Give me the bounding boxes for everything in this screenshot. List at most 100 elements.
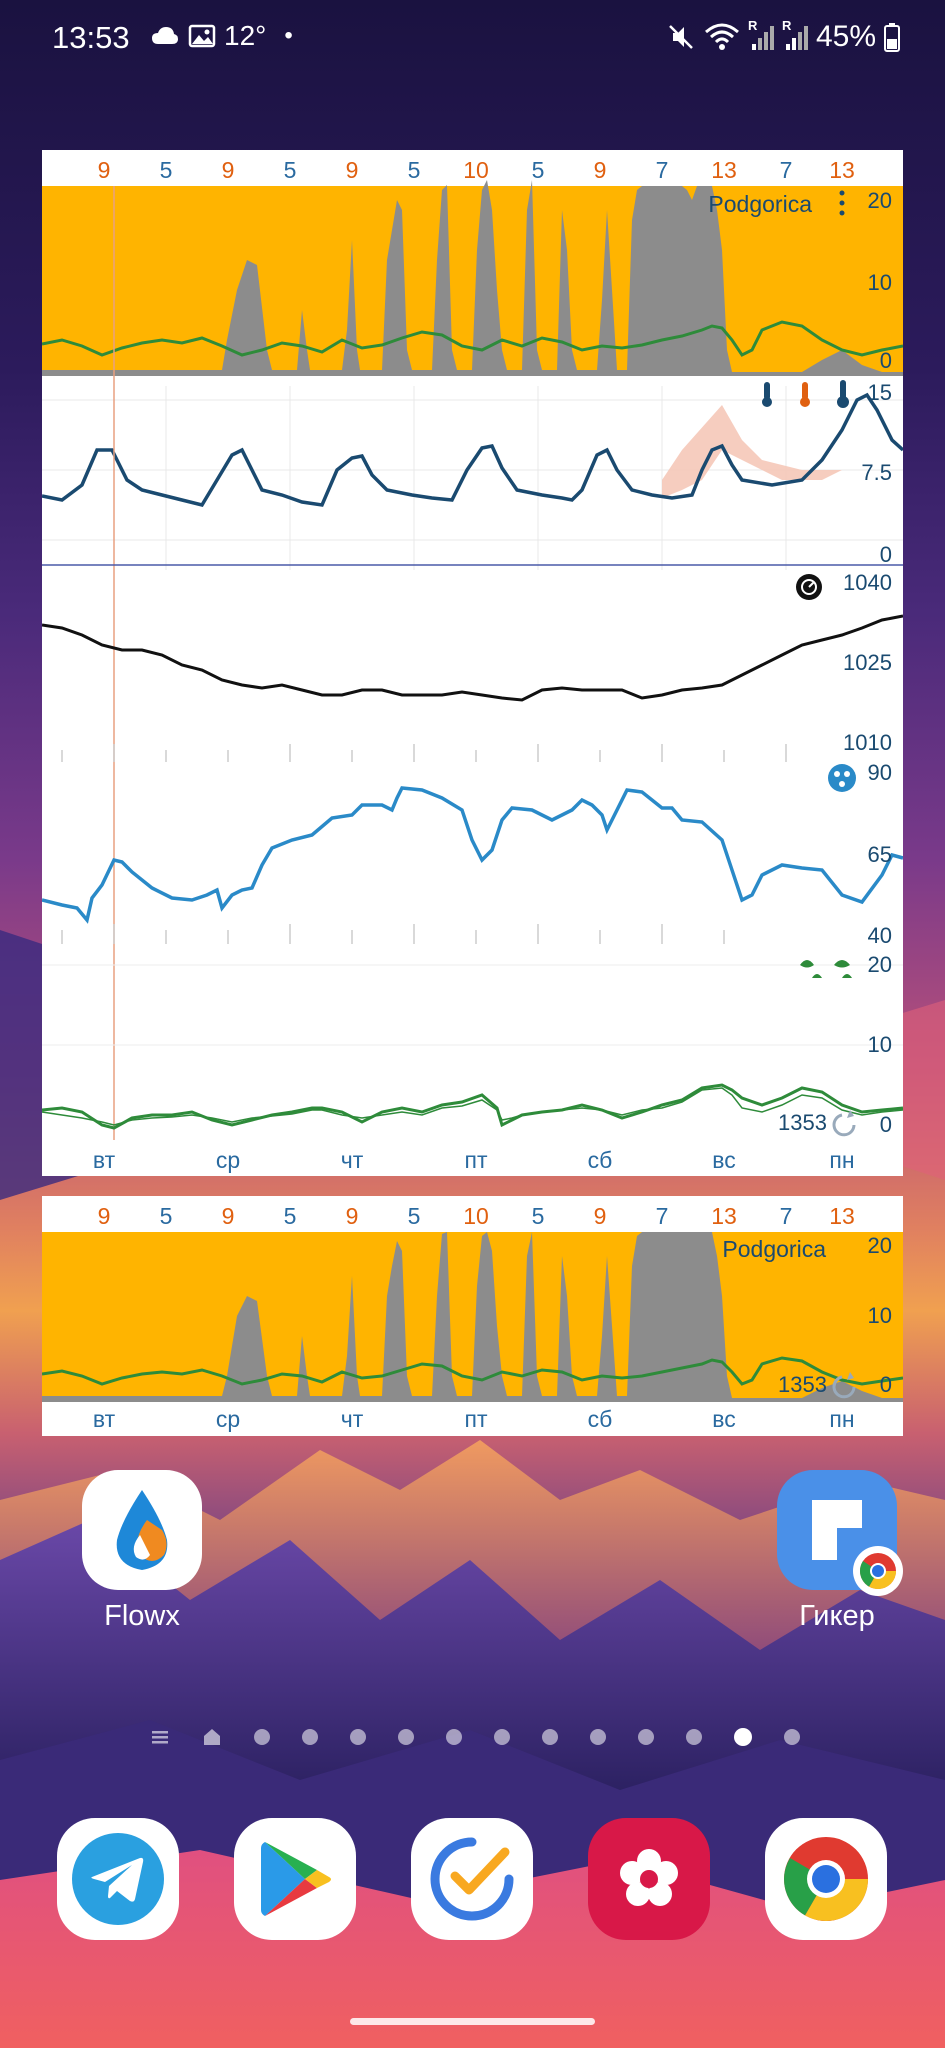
status-temp: 12° <box>224 20 267 51</box>
hour-tick: 5 <box>532 1203 545 1229</box>
hour-tick: 9 <box>594 1203 607 1229</box>
hour-tick: 7 <box>780 157 793 183</box>
day-label: сб <box>588 1147 613 1173</box>
day-label: пн <box>829 1147 854 1173</box>
hour-tick: 9 <box>222 1203 235 1229</box>
battery-icon <box>884 23 900 52</box>
page-dot[interactable] <box>302 1729 318 1745</box>
precip-axis-10: 10 <box>868 270 892 295</box>
page-indicator[interactable] <box>150 1722 800 1752</box>
more-icon[interactable] <box>839 190 845 216</box>
signal-icon-2: R <box>782 18 808 52</box>
hour-tick: 13 <box>829 1203 855 1229</box>
day-label: вс <box>712 1406 735 1432</box>
app-label-flowx: Flowx <box>104 1600 180 1632</box>
page-dot[interactable] <box>542 1729 558 1745</box>
app-label-giker: Гикер <box>799 1600 875 1632</box>
pressure-axis-1040: 1040 <box>843 570 892 595</box>
status-dot: • <box>284 22 293 49</box>
precip-axis-20: 20 <box>868 1233 892 1258</box>
wind-gust-line <box>42 1087 903 1126</box>
refresh-icon[interactable] <box>832 1372 856 1399</box>
menu-icon[interactable] <box>150 1727 170 1747</box>
hour-tick: 5 <box>408 1203 421 1229</box>
pressure-axis-1025: 1025 <box>843 650 892 675</box>
hour-ticks: 9 5 9 5 9 5 10 5 9 7 13 7 13 <box>98 157 855 183</box>
page-dot-active[interactable] <box>734 1728 752 1746</box>
flowx-icon <box>82 1470 202 1590</box>
image-icon <box>188 24 216 48</box>
day-label: вт <box>93 1147 116 1173</box>
chrome-badge-icon <box>853 1546 903 1596</box>
signal-icon: R <box>748 18 774 52</box>
wind-axis-0: 0 <box>880 1112 892 1137</box>
hour-tick: 13 <box>829 157 855 183</box>
page-dot[interactable] <box>494 1729 510 1745</box>
telegram-icon[interactable] <box>57 1818 179 1940</box>
hour-tick: 9 <box>346 157 359 183</box>
hour-tick: 9 <box>346 1203 359 1229</box>
page-dot[interactable] <box>784 1729 800 1745</box>
page-dot[interactable] <box>398 1729 414 1745</box>
precip-axis-10: 10 <box>868 1303 892 1328</box>
hour-ticks: 9 5 9 5 9 5 10 5 9 7 13 7 13 <box>98 1203 855 1229</box>
hour-tick: 13 <box>711 1203 737 1229</box>
hour-tick: 13 <box>711 157 737 183</box>
temp-line <box>42 392 903 508</box>
precip-axis-0: 0 <box>880 348 892 373</box>
page-dot[interactable] <box>254 1729 270 1745</box>
day-label: пн <box>829 1406 854 1432</box>
home-icon[interactable] <box>202 1727 222 1747</box>
wind-line <box>42 1083 903 1130</box>
precip-axis-0: 0 <box>880 1372 892 1397</box>
pressure-axis-1010: 1010 <box>843 730 892 755</box>
precip-panel <box>42 186 903 376</box>
wind-axis-20: 20 <box>868 952 892 977</box>
play-store-icon[interactable] <box>234 1818 356 1940</box>
page-dot[interactable] <box>686 1729 702 1745</box>
chrome-icon[interactable] <box>765 1818 887 1940</box>
weather-widget-large[interactable]: 9 5 9 5 9 5 10 5 9 7 13 7 13 20 10 0 Podgorica 15 7.… <box>42 150 903 1176</box>
hour-tick: 9 <box>594 157 607 183</box>
humidity-line <box>42 786 903 924</box>
page-dot[interactable] <box>590 1729 606 1745</box>
day-label: ср <box>216 1147 240 1173</box>
hour-tick: 5 <box>284 1203 297 1229</box>
precip-area <box>42 180 903 376</box>
day-label: пт <box>465 1406 488 1432</box>
wind-gridlines <box>42 964 903 1046</box>
location-label: Podgorica <box>708 191 812 217</box>
hour-tick: 5 <box>408 157 421 183</box>
mute-icon <box>669 25 693 49</box>
humidity-icon <box>828 764 856 792</box>
app-giker[interactable]: Гикер <box>757 1470 917 1633</box>
app-flowx[interactable]: Flowx <box>62 1470 222 1633</box>
wind-line-top <box>42 320 903 357</box>
refresh-icon[interactable] <box>832 1110 856 1137</box>
day-label: ср <box>216 1406 240 1432</box>
status-time: 13:53 <box>52 20 130 55</box>
temp-axis-7.5: 7.5 <box>861 460 892 485</box>
dock <box>0 1818 945 1948</box>
humidity-axis-40: 40 <box>868 923 892 948</box>
wind-axis-10: 10 <box>868 1032 892 1057</box>
hour-tick: 7 <box>656 157 669 183</box>
page-dot[interactable] <box>446 1729 462 1745</box>
hour-tick: 9 <box>98 157 111 183</box>
hour-tick: 9 <box>98 1203 111 1229</box>
humidity-axis-90: 90 <box>868 760 892 785</box>
temp-axis-15: 15 <box>868 380 892 405</box>
day-labels: вт ср чт пт сб вс пн <box>93 1406 855 1432</box>
elevation-label: 1353 <box>778 1110 827 1135</box>
weather-widget-small[interactable]: 9 5 9 5 9 5 10 5 9 7 13 7 13 20 10 0 Podgorica 1353 … <box>42 1196 903 1436</box>
day-labels: вт ср чт пт сб вс пн <box>93 1147 855 1173</box>
location-label: Podgorica <box>722 1236 826 1262</box>
page-dot[interactable] <box>638 1729 654 1745</box>
gesture-bar[interactable] <box>350 2018 595 2025</box>
hour-tick: 10 <box>463 157 489 183</box>
day-label: пт <box>465 1147 488 1173</box>
day-label: вт <box>93 1406 116 1432</box>
page-dot[interactable] <box>350 1729 366 1745</box>
gallery-icon[interactable] <box>588 1818 710 1940</box>
tasks-icon[interactable] <box>411 1818 533 1940</box>
